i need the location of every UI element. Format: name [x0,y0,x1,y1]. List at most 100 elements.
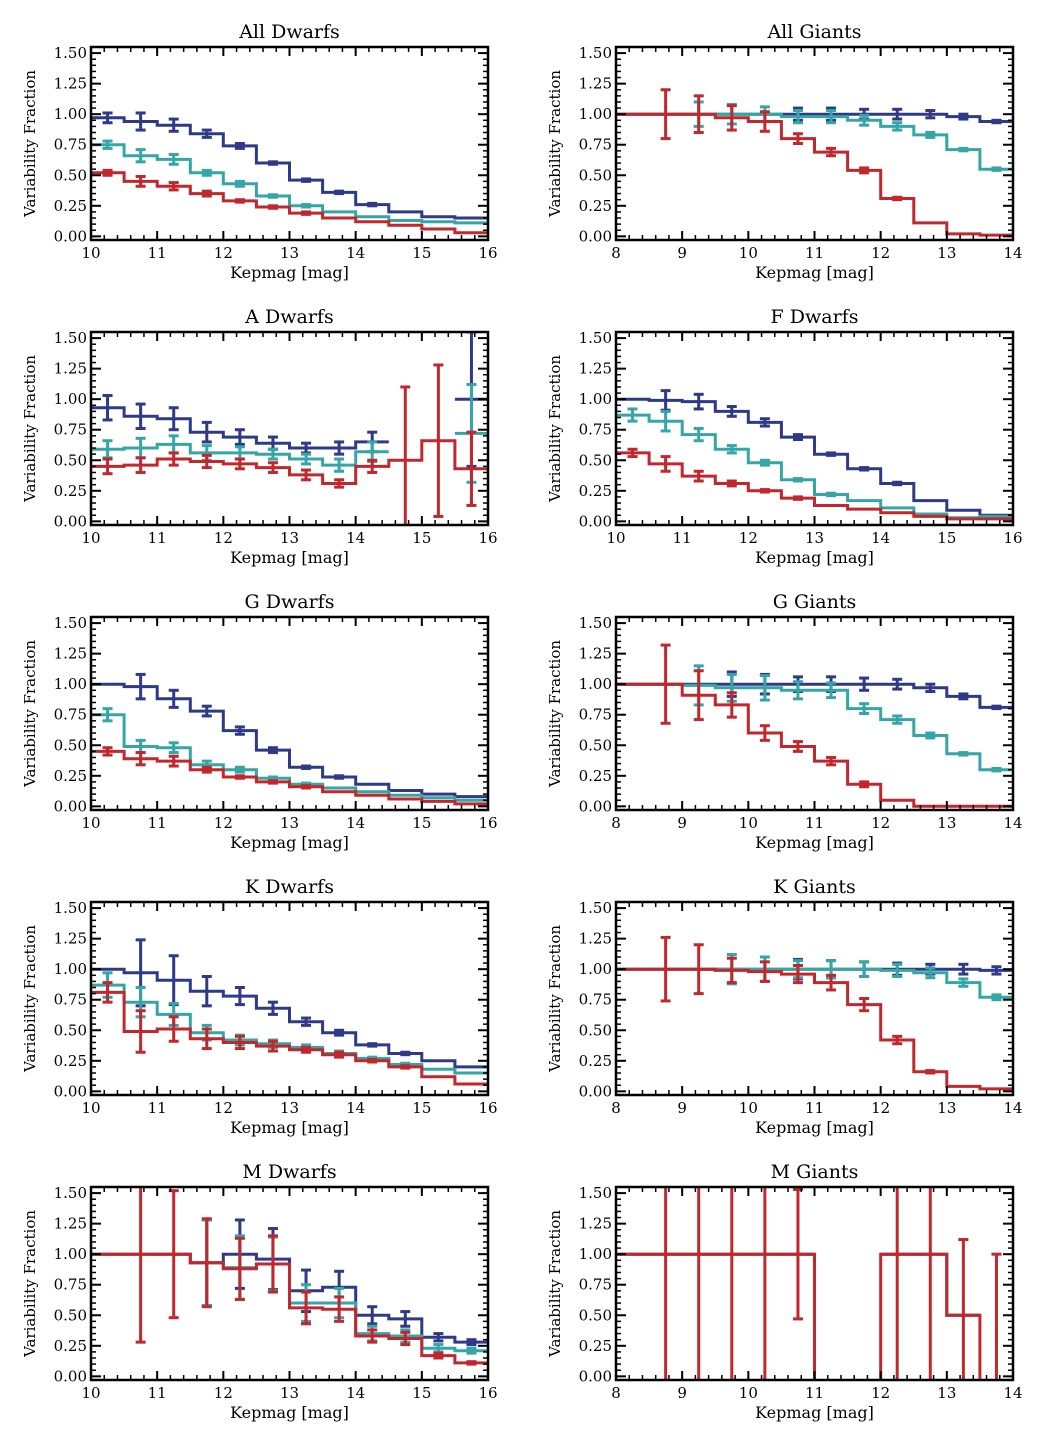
y-tick-label: 0.00 [54,512,87,530]
x-tick-label: 13 [937,1099,956,1117]
series-red [616,935,1013,1091]
x-tick-label: 15 [412,529,431,547]
panel-all-dwarfs: All Dwarfs 10 11 12 13 14 15 16 Kepmag [mag] 0.00… [21,21,498,282]
x-tick-label: 14 [1003,814,1022,832]
series-red [616,643,1013,808]
series-teal [616,100,1013,172]
x-tick-label: 10 [81,244,100,262]
y-tick-label: 0.25 [54,197,87,215]
x-tick-label: 15 [412,814,431,832]
series-line-blue [91,967,488,1069]
panel-title: M Dwarfs [242,1161,336,1183]
x-tick-label: 13 [937,814,956,832]
y-axis: 0.00 0.25 0.50 0.75 1.00 1.25 1.50 [579,614,1013,815]
y-tick-label: 1.25 [54,1215,87,1233]
x-tick-label: 16 [478,529,497,547]
y-tick-label: 1.50 [579,44,612,62]
y-tick-label: 0.00 [54,1082,87,1100]
x-tick-label: 12 [214,1099,233,1117]
x-tick-label: 9 [677,1384,687,1402]
y-tick-label: 1.00 [579,105,612,123]
x-tick-label: 10 [739,1099,758,1117]
y-tick-label: 1.00 [54,105,87,123]
series-blue [91,672,488,799]
x-tick-label: 10 [81,814,100,832]
panel-title: All Dwarfs [238,21,340,43]
y-tick-label: 0.50 [54,166,87,184]
x-axis-label: Kepmag [mag] [755,1403,874,1422]
x-tick-label: 15 [937,529,956,547]
x-tick-label: 12 [871,244,890,262]
x-tick-label: 10 [739,244,758,262]
x-tick-label: 16 [478,1384,497,1402]
x-tick-label: 16 [478,1099,497,1117]
panel-title: G Dwarfs [245,591,335,613]
x-axis: 8 9 10 11 12 13 14 [611,902,1023,1117]
x-tick-label: 12 [739,529,758,547]
series-red [91,168,488,235]
x-tick-label: 15 [412,1099,431,1117]
y-tick-label: 1.50 [54,899,87,917]
y-tick-label: 0.00 [579,797,612,815]
y-tick-label: 0.75 [579,1276,612,1294]
y-tick-label: 1.50 [579,1184,612,1202]
series-teal [616,407,1013,520]
x-tick-label: 8 [611,244,621,262]
series-line-red [91,1252,488,1365]
plot-area [616,1187,1002,1380]
x-axis: 8 9 10 11 12 13 14 [611,617,1023,832]
x-axis: 10 11 12 13 14 15 16 [81,47,498,262]
series-line-red [91,749,488,806]
x-tick-label: 9 [677,814,687,832]
series-blue [91,111,488,220]
x-tick-label: 14 [1003,244,1022,262]
plot-frame [614,615,1015,812]
plot-area [91,672,488,806]
series-line-red [91,171,488,235]
x-tick-label: 13 [280,1384,299,1402]
y-tick-label: 0.00 [579,227,612,245]
series-line-blue [616,397,1013,517]
plot-frame [89,330,490,527]
y-tick-label: 1.25 [579,645,612,663]
x-tick-label: 13 [937,244,956,262]
x-axis-label: Kepmag [mag] [230,1118,349,1137]
y-tick-label: 0.75 [54,706,87,724]
panel-title: F Dwarfs [771,306,859,328]
x-tick-label: 8 [611,814,621,832]
x-tick-label: 13 [280,814,299,832]
panel-m-giants: M Giants 8 9 10 11 12 13 14 Kepmag [mag] 0.00 0.25… [546,1161,1023,1422]
y-axis: 0.00 0.25 0.50 0.75 1.00 1.25 1.50 [579,899,1013,1100]
y-tick-label: 0.75 [579,136,612,154]
y-axis: 0.00 0.25 0.50 0.75 1.00 1.25 1.50 [579,1184,1013,1385]
y-axis: 0.00 0.25 0.50 0.75 1.00 1.25 1.50 [54,329,488,530]
x-tick-label: 13 [280,1099,299,1117]
y-tick-label: 0.50 [579,451,612,469]
plot-area [91,1187,488,1366]
x-axis-label: Kepmag [mag] [755,548,874,567]
y-tick-label: 1.50 [579,899,612,917]
y-tick-label: 0.50 [579,1021,612,1039]
y-tick-label: 1.25 [579,360,612,378]
y-tick-label: 0.50 [579,166,612,184]
x-tick-label: 12 [214,814,233,832]
y-tick-label: 0.50 [54,1306,87,1324]
x-tick-label: 11 [148,529,167,547]
y-axis-label: Variability Fraction [21,70,39,218]
panel-title: All Giants [766,21,861,43]
x-tick-label: 10 [81,529,100,547]
x-axis: 10 11 12 13 14 15 16 [606,332,1023,547]
y-tick-label: 1.00 [54,675,87,693]
x-tick-label: 10 [606,529,625,547]
series-red [91,981,488,1086]
panel-title: M Giants [771,1161,859,1183]
plot-area [616,643,1013,808]
y-tick-label: 1.00 [579,390,612,408]
x-tick-label: 11 [805,1384,824,1402]
y-tick-label: 0.75 [54,421,87,439]
y-tick-label: 0.00 [54,797,87,815]
